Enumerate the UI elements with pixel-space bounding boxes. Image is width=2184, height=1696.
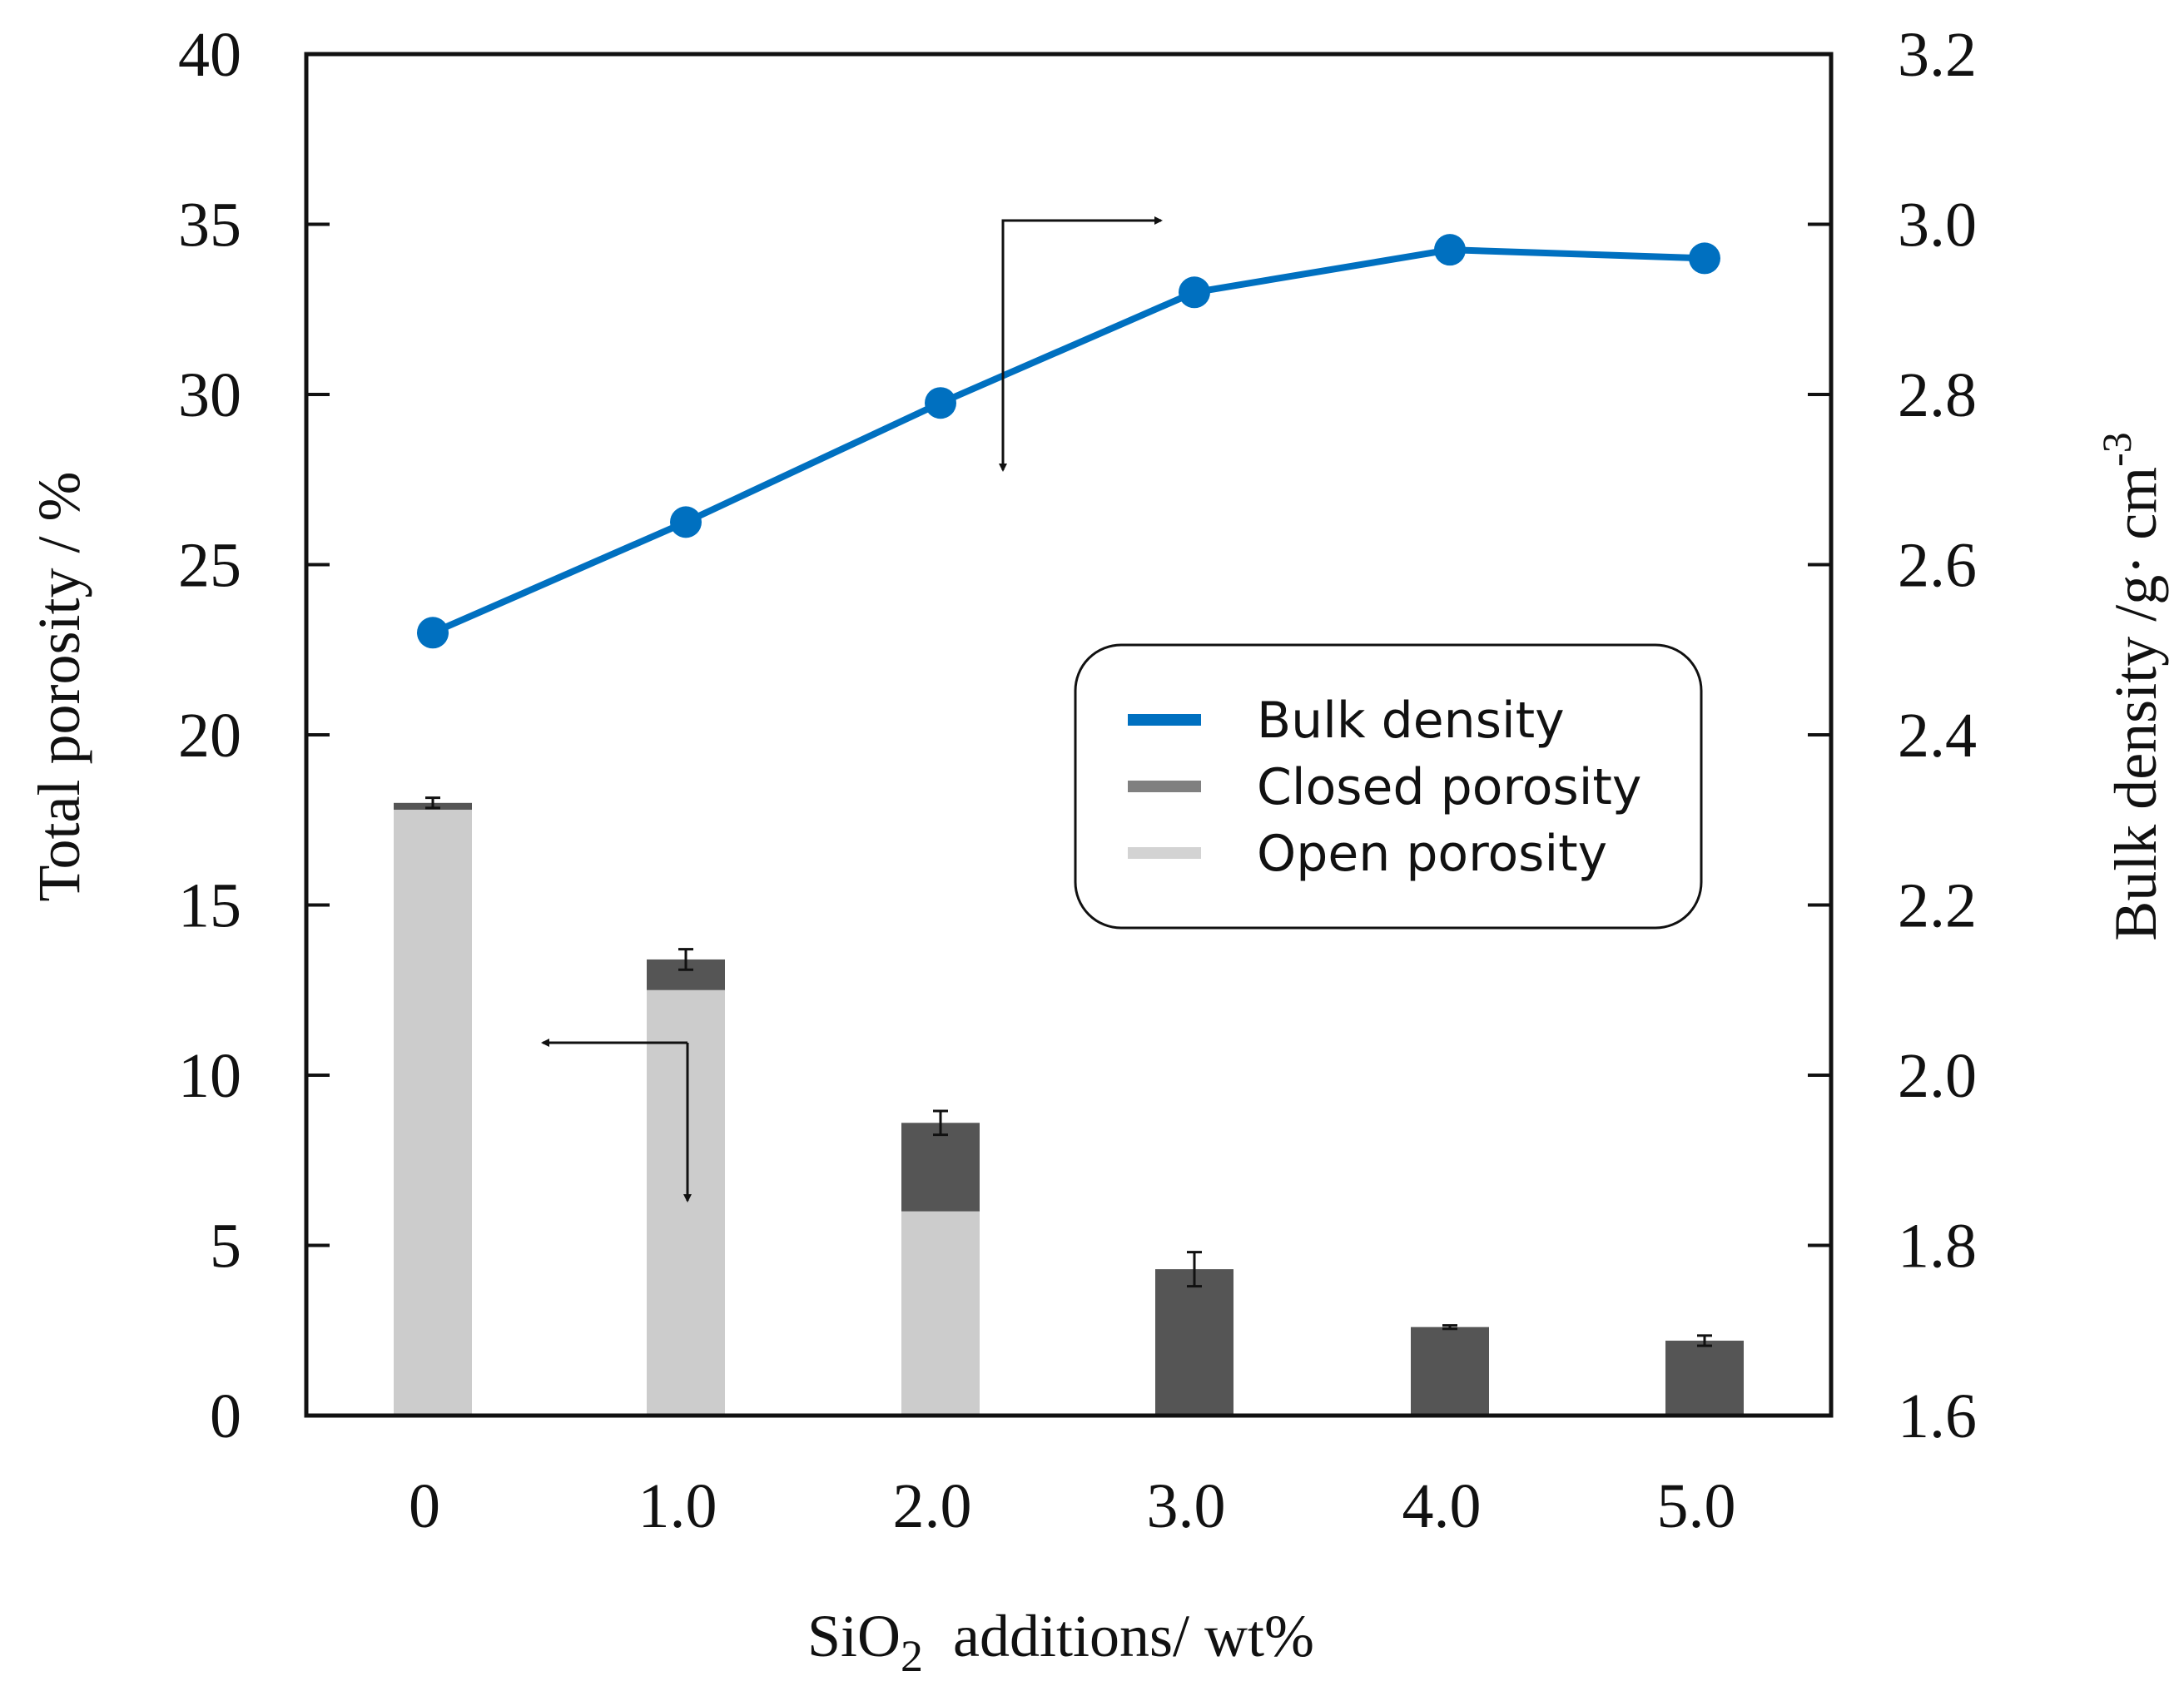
left-tick-label-1: 5	[210, 1212, 241, 1282]
left-tick-label-3: 15	[178, 871, 241, 941]
bulk-density-point-4	[1434, 234, 1466, 266]
left-tick-label-7: 35	[178, 191, 241, 260]
left-tick-label-4: 20	[178, 701, 241, 771]
right-tick-label-5: 2.6	[1898, 531, 1977, 601]
annotation-arrows	[541, 216, 1163, 1203]
bar-closed-porosity-3	[1155, 1269, 1233, 1416]
y-axis-title-right-sup: -3	[2093, 432, 2140, 467]
error-bar-5	[1697, 1334, 1712, 1347]
x-axis-title-sub: 2	[901, 1631, 923, 1681]
errorbars-layer	[425, 796, 1712, 1347]
bar-closed-porosity-4	[1411, 1327, 1489, 1416]
bulk-density-point-0	[417, 617, 449, 649]
x-tick-label-5: 5.0	[1657, 1471, 1736, 1541]
legend-label-open-porosity: Open porosity	[1257, 825, 1607, 883]
right-tick-label-6: 2.8	[1898, 360, 1977, 430]
y-axis-title-left: Total porosity / %	[26, 472, 92, 902]
right-tick-label-1: 1.8	[1898, 1212, 1977, 1282]
legend-label-bulk-density: Bulk density	[1257, 692, 1565, 750]
right-tick-label-8: 3.2	[1898, 20, 1977, 90]
x-axis-title-main: SiO	[807, 1603, 901, 1669]
x-tick-label-0: 0	[409, 1471, 440, 1541]
bar-open-porosity-0	[394, 809, 472, 1416]
x-tick-label-3: 3.0	[1147, 1471, 1226, 1541]
x-axis-title: SiO2 additions/ wt%	[807, 1603, 1314, 1681]
left-tick-label-0: 0	[210, 1381, 241, 1451]
x-tick-label-4: 4.0	[1402, 1471, 1482, 1541]
line-layer	[417, 234, 1720, 649]
x-axis-title-rest: additions/ wt%	[923, 1603, 1314, 1669]
bulk-density-point-5	[1689, 242, 1720, 275]
legend-box	[1074, 643, 1703, 930]
right-tick-label-3: 2.2	[1898, 871, 1977, 941]
x-tick-label-2: 2.0	[893, 1471, 972, 1541]
right-tick-label-4: 2.4	[1898, 701, 1977, 771]
bars-layer	[394, 802, 1744, 1416]
bulk-density-point-1	[670, 506, 702, 538]
left-tick-label-6: 30	[178, 360, 241, 430]
legend-label-closed-porosity: Closed porosity	[1257, 758, 1641, 816]
x-tick-label-1: 1.0	[638, 1471, 717, 1541]
bar-open-porosity-2	[901, 1211, 980, 1416]
tick-labels: 0 5 10 15 20 25 30 35 40 1.6 1.8 2.0 2.2 2.4 2.6 2.8 3.0…	[178, 20, 1977, 1541]
bulk-density-line	[431, 246, 1705, 636]
right-tick-label-0: 1.6	[1898, 1381, 1977, 1451]
error-bar-0	[425, 796, 440, 810]
left-tick-label-8: 40	[178, 20, 241, 90]
error-bar-3	[1187, 1251, 1202, 1288]
left-tick-label-5: 25	[178, 531, 241, 601]
left-tick-label-2: 10	[178, 1041, 241, 1111]
bar-closed-porosity-5	[1665, 1341, 1744, 1416]
error-bar-1	[678, 948, 693, 971]
right-tick-label-2: 2.0	[1898, 1041, 1977, 1111]
y-axis-title-right: Bulk density /g· cm-3	[2093, 432, 2169, 941]
y-axis-title-right-main: Bulk density /g· cm	[2102, 467, 2169, 941]
bulk-density-point-2	[925, 387, 956, 419]
error-bar-4	[1442, 1324, 1457, 1331]
error-bar-2	[933, 1109, 948, 1137]
right-tick-label-7: 3.0	[1898, 191, 1977, 260]
legend: Bulk density Closed porosity Open porosi…	[1074, 643, 1703, 930]
bar-open-porosity-1	[647, 989, 725, 1416]
bulk-density-point-3	[1179, 276, 1210, 309]
bar-closed-porosity-2	[901, 1123, 980, 1212]
ticks-layer	[306, 52, 1831, 1417]
